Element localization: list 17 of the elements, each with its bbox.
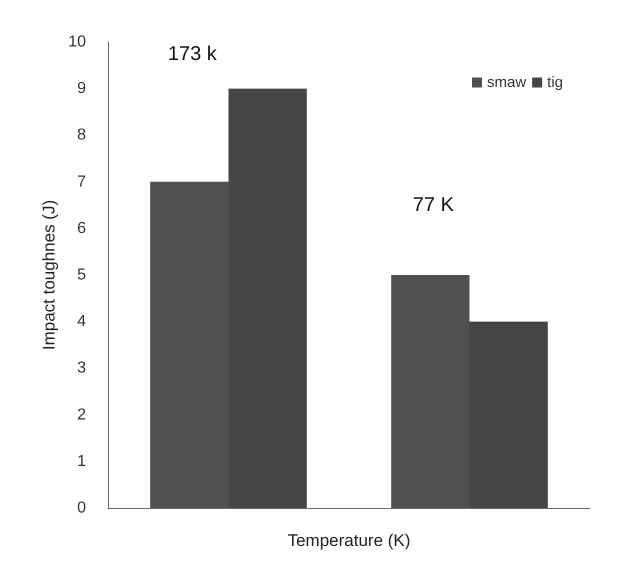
y-tick-label: 7 bbox=[77, 173, 86, 190]
y-tick-label: 0 bbox=[77, 500, 86, 516]
y-tick-label: 10 bbox=[68, 34, 86, 50]
y-tick-label: 8 bbox=[77, 126, 86, 144]
y-tick-label: 6 bbox=[77, 220, 86, 237]
y-axis-title: Impact toughnes (J) bbox=[39, 200, 58, 350]
y-tick-label: 1 bbox=[77, 452, 86, 470]
y-tick-label: 4 bbox=[77, 313, 86, 330]
annotation: 77 K bbox=[412, 194, 455, 216]
legend-label: tig bbox=[547, 74, 563, 91]
y-tick-label: 3 bbox=[77, 360, 86, 377]
y-tick-label: 2 bbox=[77, 406, 86, 424]
y-tick-label: 9 bbox=[77, 80, 86, 98]
y-tick-label: 5 bbox=[77, 266, 86, 284]
x-axis-title: Temperature (K) bbox=[288, 531, 410, 550]
legend-label: smaw bbox=[486, 74, 526, 91]
annotation: 173 k bbox=[168, 43, 218, 65]
